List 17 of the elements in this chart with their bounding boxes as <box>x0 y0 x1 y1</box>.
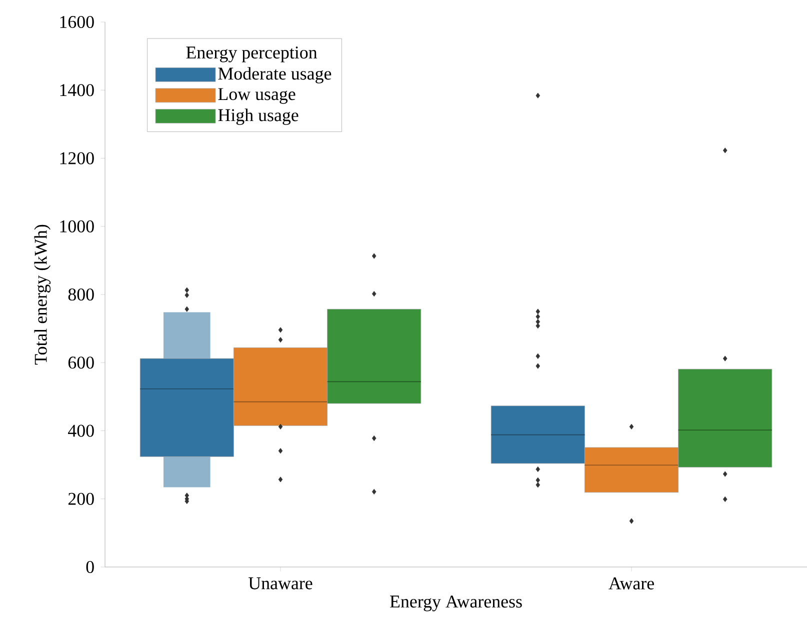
legend-label: Moderate usage <box>218 67 332 84</box>
y-tick-label: 800 <box>68 288 94 301</box>
legend-label: High usage <box>218 108 298 125</box>
y-axis-title: Total energy (kWh) <box>34 224 51 365</box>
legend-title: Energy perception <box>186 46 318 62</box>
x-tick-label: Unaware <box>248 577 312 590</box>
y-tick-label: 200 <box>68 492 94 505</box>
y-tick-label: 600 <box>68 356 94 369</box>
y-tick-label: 1200 <box>60 152 94 164</box>
legend-label: Low usage <box>218 88 296 104</box>
x-axis-title: Energy Awareness <box>390 596 522 612</box>
y-tick-label: 1400 <box>60 84 94 96</box>
y-tick-label: 0 <box>86 560 94 574</box>
y-tick-label: 400 <box>68 424 94 437</box>
x-tick-label: Aware <box>608 577 654 590</box>
y-tick-label: 1000 <box>60 220 94 232</box>
y-tick-label: 1600 <box>60 16 94 28</box>
